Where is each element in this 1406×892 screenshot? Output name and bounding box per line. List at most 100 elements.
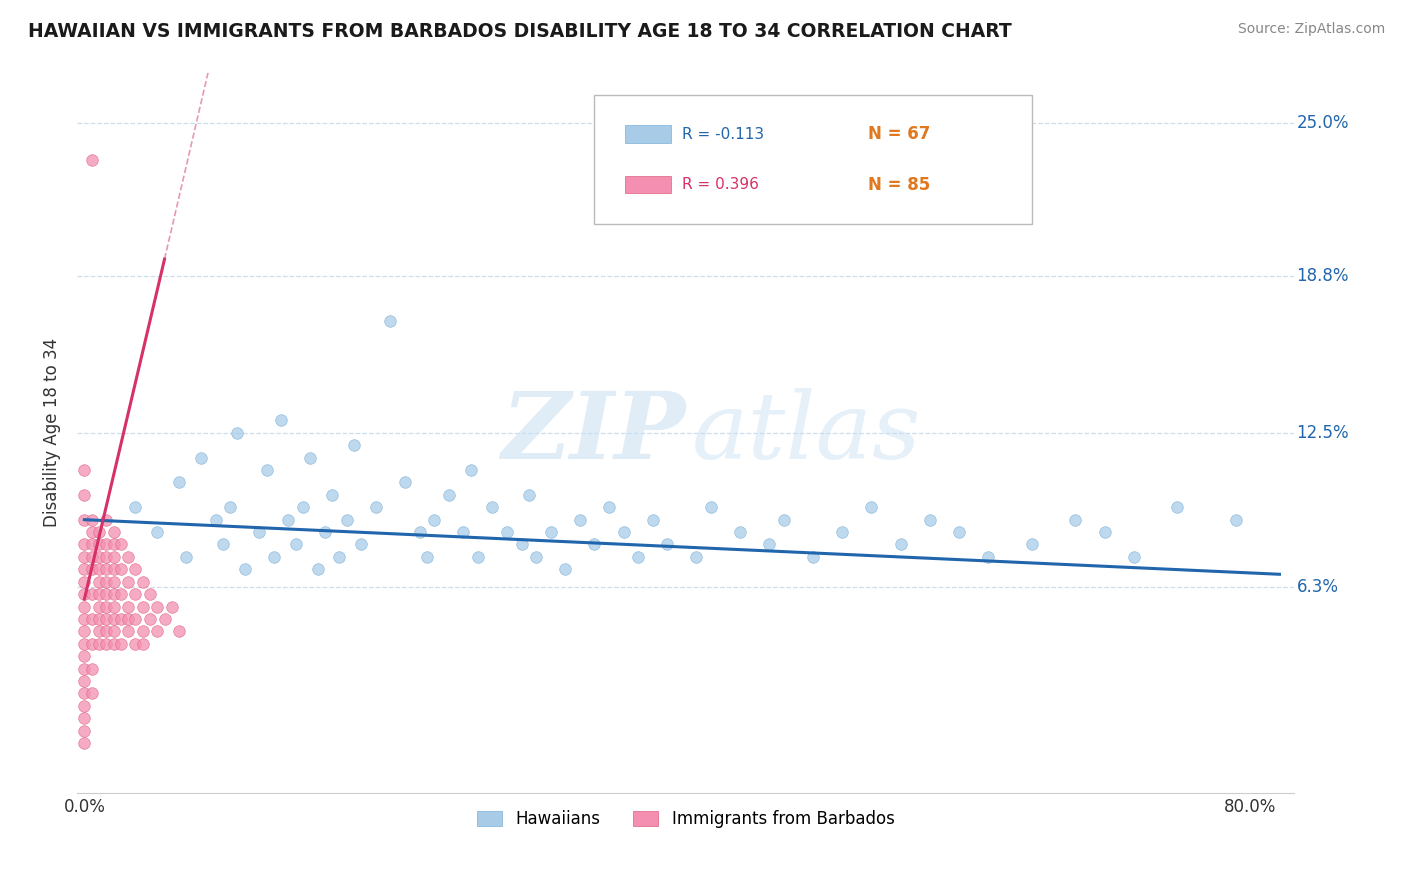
Point [73, 698, 96, 713]
Point [1166, 500, 1188, 515]
Point [87, 574, 110, 589]
Point [124, 562, 146, 576]
Point [773, 513, 796, 527]
Point [860, 500, 883, 515]
Point [87, 525, 110, 540]
Point [641, 513, 664, 527]
Point [423, 513, 446, 527]
Point [96, 574, 118, 589]
Point [1122, 549, 1144, 564]
Point [948, 525, 970, 540]
Point [73, 736, 96, 750]
Point [918, 513, 941, 527]
Point [540, 525, 562, 540]
Point [80, 153, 103, 167]
Point [110, 587, 132, 601]
Point [568, 513, 591, 527]
Point [336, 513, 359, 527]
Point [167, 624, 190, 639]
Point [1021, 537, 1043, 551]
Bar [624, 176, 671, 194]
Point [146, 599, 169, 614]
Point [103, 599, 125, 614]
Point [110, 612, 132, 626]
Point [277, 513, 299, 527]
Point [80, 686, 103, 700]
Point [103, 562, 125, 576]
Point [364, 500, 387, 515]
Point [110, 637, 132, 651]
Point [299, 450, 322, 465]
Point [80, 612, 103, 626]
Point [96, 549, 118, 564]
Text: R = -0.113: R = -0.113 [682, 127, 763, 142]
Point [73, 624, 96, 639]
Point [87, 612, 110, 626]
Point [80, 637, 103, 651]
Point [103, 549, 125, 564]
Point [801, 549, 824, 564]
Point [124, 612, 146, 626]
Point [103, 637, 125, 651]
Point [524, 549, 547, 564]
Point [103, 525, 125, 540]
Point [103, 537, 125, 551]
Point [73, 513, 96, 527]
Point [73, 488, 96, 502]
Point [176, 549, 198, 564]
Point [889, 537, 911, 551]
Point [110, 537, 132, 551]
Point [153, 612, 176, 626]
Point [103, 612, 125, 626]
Point [627, 549, 650, 564]
Point [87, 549, 110, 564]
Point [517, 488, 540, 502]
Point [73, 612, 96, 626]
Point [103, 624, 125, 639]
Point [80, 587, 103, 601]
Y-axis label: Disability Age 18 to 34: Disability Age 18 to 34 [44, 338, 60, 527]
Point [87, 599, 110, 614]
Point [124, 637, 146, 651]
Point [131, 624, 153, 639]
Point [510, 537, 533, 551]
Text: N = 67: N = 67 [868, 125, 931, 143]
Text: Source: ZipAtlas.com: Source: ZipAtlas.com [1237, 22, 1385, 37]
Point [73, 587, 96, 601]
Point [657, 537, 679, 551]
Point [87, 587, 110, 601]
Point [73, 599, 96, 614]
Point [613, 525, 636, 540]
Point [1094, 525, 1116, 540]
Point [247, 525, 270, 540]
Point [728, 525, 751, 540]
Point [314, 525, 336, 540]
Point [437, 488, 460, 502]
Point [350, 537, 373, 551]
Point [1225, 513, 1247, 527]
Point [96, 537, 118, 551]
Point [146, 525, 169, 540]
Point [416, 549, 439, 564]
Point [146, 624, 169, 639]
Point [270, 413, 292, 427]
Point [87, 562, 110, 576]
Legend: Hawaiians, Immigrants from Barbados: Hawaiians, Immigrants from Barbados [470, 804, 901, 835]
Point [80, 513, 103, 527]
Point [758, 537, 780, 551]
Point [117, 574, 139, 589]
Point [583, 537, 606, 551]
Point [80, 525, 103, 540]
Text: R = 0.396: R = 0.396 [682, 178, 759, 192]
Point [190, 450, 212, 465]
Point [131, 574, 153, 589]
Point [394, 475, 416, 490]
Point [117, 599, 139, 614]
Point [73, 637, 96, 651]
Point [380, 314, 402, 328]
Point [96, 599, 118, 614]
Point [73, 649, 96, 664]
Point [233, 562, 256, 576]
Point [460, 463, 482, 477]
Point [131, 637, 153, 651]
